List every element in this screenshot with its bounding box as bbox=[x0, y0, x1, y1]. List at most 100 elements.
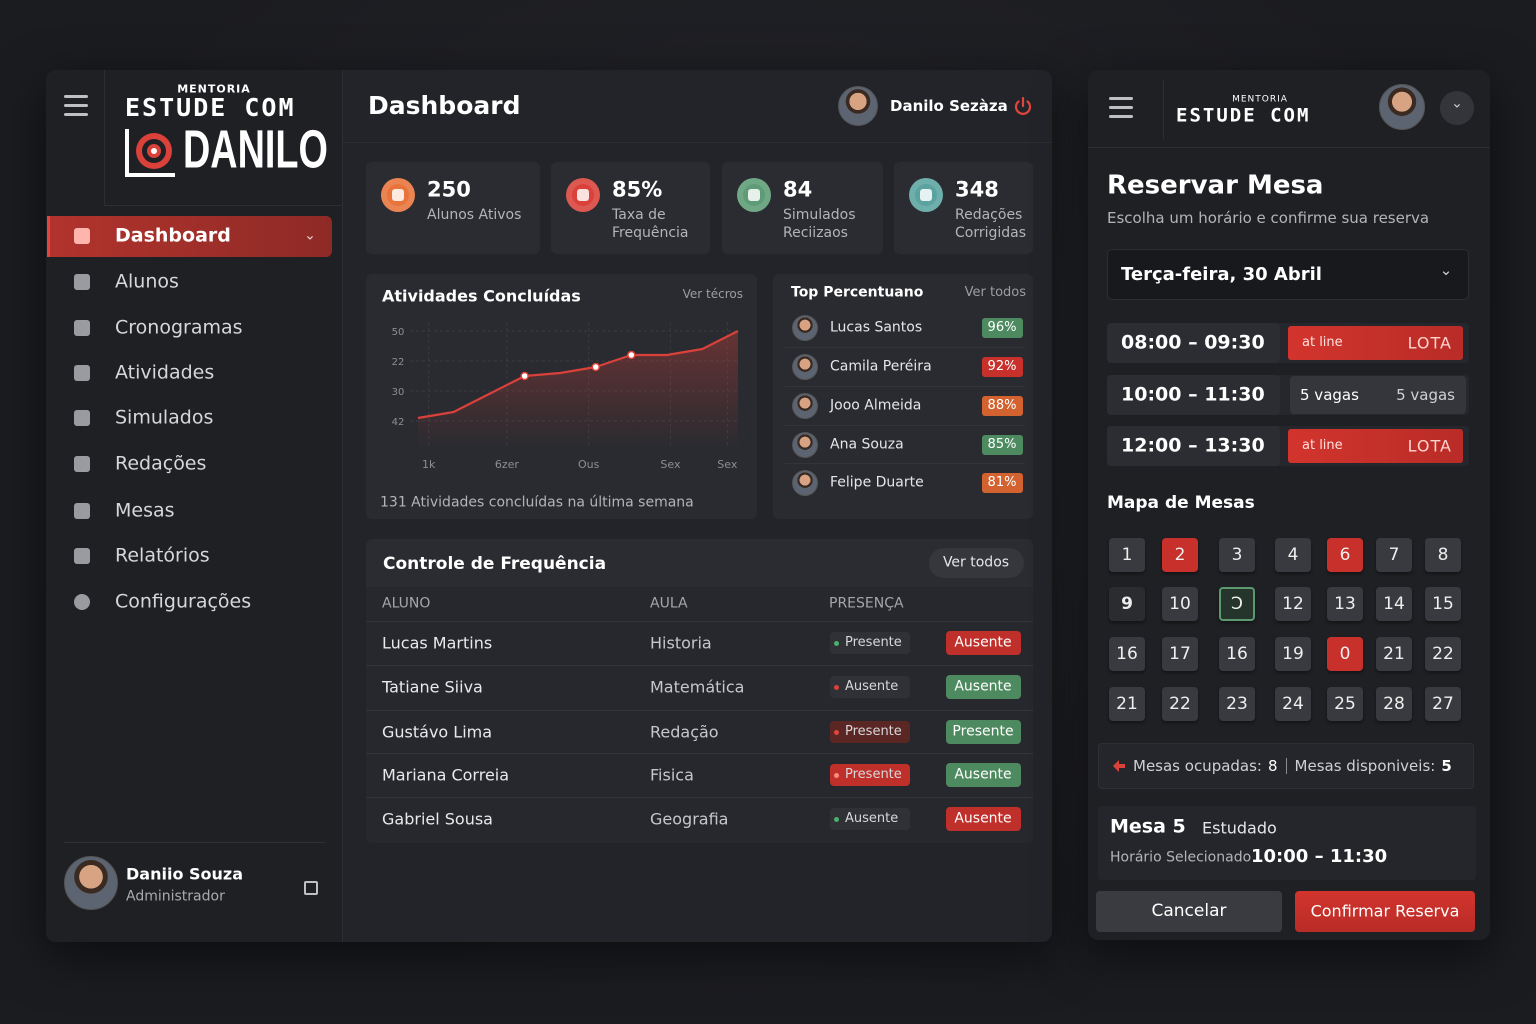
view-all-label[interactable]: Ver todos bbox=[942, 554, 1010, 571]
table-seat[interactable] bbox=[1327, 637, 1363, 671]
table-number[interactable]: 27 bbox=[1432, 693, 1454, 714]
table-seat[interactable] bbox=[1425, 587, 1461, 621]
table-number[interactable]: 24 bbox=[1282, 693, 1304, 714]
table-number[interactable]: 2 bbox=[1174, 544, 1186, 565]
logo-target-icon bbox=[125, 129, 175, 177]
sidebar-divider bbox=[64, 842, 325, 843]
table-number[interactable]: 6 bbox=[1339, 544, 1351, 565]
result-badge bbox=[946, 763, 1021, 787]
status-dot bbox=[834, 773, 839, 778]
table-seat[interactable] bbox=[1109, 538, 1145, 572]
slot-time-box bbox=[1107, 323, 1280, 363]
table-seat[interactable] bbox=[1219, 538, 1255, 572]
table-number[interactable]: 13 bbox=[1334, 593, 1356, 614]
status-badge bbox=[830, 676, 910, 698]
edit-icon[interactable] bbox=[304, 881, 318, 895]
table-seat[interactable] bbox=[1327, 587, 1363, 621]
table-seat[interactable] bbox=[1162, 687, 1198, 721]
cancel-button[interactable] bbox=[1096, 891, 1282, 932]
x-tick-label: Sex bbox=[660, 458, 681, 471]
table-seat[interactable] bbox=[1109, 687, 1145, 721]
nav-item[interactable]: Dashboard bbox=[115, 224, 231, 247]
table-seat[interactable] bbox=[1275, 587, 1311, 621]
table-number[interactable]: 21 bbox=[1116, 693, 1138, 714]
header-user: Danilo Sezàza bbox=[890, 97, 1008, 115]
table-number[interactable]: 17 bbox=[1169, 643, 1191, 664]
table-number[interactable]: 21 bbox=[1383, 643, 1405, 664]
nav-item[interactable]: Relatórios bbox=[115, 544, 210, 567]
nav-item[interactable]: Atividades bbox=[115, 361, 215, 384]
table-seat[interactable] bbox=[1109, 587, 1145, 621]
top-badge bbox=[982, 318, 1023, 338]
date-select[interactable] bbox=[1107, 249, 1469, 300]
confirm-button[interactable] bbox=[1295, 891, 1475, 932]
table-number[interactable]: 25 bbox=[1334, 693, 1356, 714]
table-seat[interactable] bbox=[1219, 587, 1255, 621]
table-number[interactable]: 3 bbox=[1231, 544, 1243, 565]
table-seat[interactable] bbox=[1425, 538, 1461, 572]
date-value[interactable]: Terça-feira, 30 Abril bbox=[1121, 264, 1322, 286]
stat-icon-glyph bbox=[748, 189, 760, 201]
table-number[interactable]: 14 bbox=[1383, 593, 1405, 614]
cancel-label[interactable]: Cancelar bbox=[1151, 900, 1227, 921]
table-seat[interactable] bbox=[1275, 538, 1311, 572]
table-number[interactable]: 15 bbox=[1432, 593, 1454, 614]
table-number[interactable]: 16 bbox=[1116, 643, 1138, 664]
table-number[interactable]: 10 bbox=[1169, 593, 1191, 614]
table-seat[interactable] bbox=[1219, 637, 1255, 671]
table-seat[interactable] bbox=[1376, 587, 1412, 621]
status-text: Ausente bbox=[845, 679, 899, 695]
table-seat[interactable] bbox=[1327, 538, 1363, 572]
row-divider bbox=[366, 621, 1033, 622]
table-seat[interactable] bbox=[1327, 687, 1363, 721]
chart-link[interactable]: Ver técros bbox=[682, 286, 743, 301]
nav-icon bbox=[74, 594, 90, 610]
stat-value: 250 bbox=[427, 177, 471, 202]
confirm-label[interactable]: Confirmar Reserva bbox=[1310, 901, 1460, 921]
nav-item[interactable]: Mesas bbox=[115, 499, 175, 522]
reserve-window bbox=[1088, 70, 1490, 940]
student-name: Mariana Correia bbox=[382, 765, 510, 785]
power-button[interactable] bbox=[1012, 95, 1034, 117]
table-number[interactable]: 22 bbox=[1432, 643, 1454, 664]
available-count: 5 bbox=[1441, 757, 1452, 775]
table-seat[interactable] bbox=[1425, 687, 1461, 721]
table-seat[interactable] bbox=[1162, 637, 1198, 671]
top-link[interactable]: Ver todos bbox=[964, 285, 1026, 301]
table-number[interactable]: 4 bbox=[1287, 544, 1299, 565]
table-number[interactable]: 22 bbox=[1169, 693, 1191, 714]
nav-item[interactable]: Configurações bbox=[115, 590, 252, 613]
view-all-button[interactable] bbox=[929, 548, 1024, 578]
table-number[interactable]: 16 bbox=[1226, 643, 1248, 664]
table-seat[interactable] bbox=[1275, 687, 1311, 721]
nav-item[interactable]: Cronogramas bbox=[115, 316, 243, 339]
table-seat[interactable] bbox=[1425, 637, 1461, 671]
table-number[interactable]: 1 bbox=[1121, 544, 1133, 565]
logo-line2: DANILO bbox=[183, 119, 328, 180]
table-number[interactable]: 28 bbox=[1383, 693, 1405, 714]
slot-time: 10:00 – 11:30 bbox=[1121, 383, 1265, 406]
stat-label: Simulados Reciizaos bbox=[783, 207, 856, 241]
y-tick-label: 50 bbox=[392, 327, 405, 338]
table-number[interactable]: 23 bbox=[1226, 693, 1248, 714]
table-seat[interactable] bbox=[1109, 637, 1145, 671]
table-seat[interactable] bbox=[1162, 538, 1198, 572]
table-number[interactable]: Ↄ bbox=[1231, 593, 1243, 614]
table-seat[interactable] bbox=[1376, 637, 1412, 671]
table-number[interactable]: 19 bbox=[1282, 643, 1304, 664]
table-seat[interactable] bbox=[1376, 687, 1412, 721]
table-number[interactable]: 8 bbox=[1437, 544, 1449, 565]
table-seat[interactable] bbox=[1376, 538, 1412, 572]
table-number[interactable]: 7 bbox=[1388, 544, 1400, 565]
table-number[interactable]: 12 bbox=[1282, 593, 1304, 614]
nav-item[interactable]: Alunos bbox=[115, 270, 179, 293]
table-seat[interactable] bbox=[1275, 637, 1311, 671]
nav-icon bbox=[74, 503, 90, 519]
nav-item[interactable]: Redações bbox=[115, 452, 207, 475]
account-dropdown[interactable] bbox=[1440, 91, 1474, 125]
table-number[interactable]: 9 bbox=[1121, 593, 1133, 614]
table-seat[interactable] bbox=[1219, 687, 1255, 721]
table-seat[interactable] bbox=[1162, 587, 1198, 621]
table-number[interactable]: 0 bbox=[1339, 643, 1351, 664]
nav-item[interactable]: Simulados bbox=[115, 406, 214, 429]
